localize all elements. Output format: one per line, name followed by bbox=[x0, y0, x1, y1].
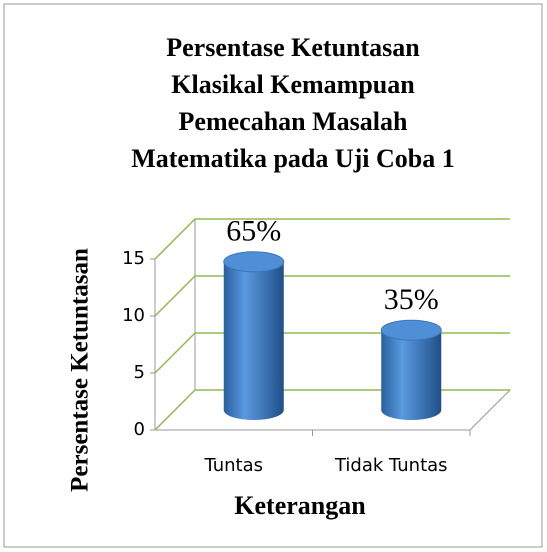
y-tick-label: 10 bbox=[122, 305, 145, 326]
bar bbox=[223, 261, 284, 420]
y-tick-label: 0 bbox=[134, 419, 145, 440]
data-label: 65% bbox=[226, 215, 281, 248]
chart-title: Matematika pada Uji Coba 1 bbox=[131, 144, 455, 173]
x-tick-label: Tidak Tuntas bbox=[334, 455, 448, 476]
grid-line bbox=[154, 275, 510, 317]
bar-top bbox=[223, 251, 285, 273]
grid-line bbox=[154, 218, 510, 260]
x-tick-label: Tuntas bbox=[203, 455, 263, 476]
data-label: 35% bbox=[384, 283, 439, 316]
y-tick-label: 15 bbox=[122, 248, 145, 269]
y-tick-label: 5 bbox=[134, 362, 145, 383]
x-axis-label: Keterangan bbox=[234, 491, 366, 520]
bar bbox=[381, 330, 442, 420]
y-axis-label: Persentase Ketuntasan bbox=[67, 248, 94, 492]
bar-top bbox=[380, 319, 442, 341]
chart-title: Klasikal Kemampuan bbox=[171, 70, 415, 99]
chart-title: Persentase Ketuntasan bbox=[166, 33, 420, 62]
chart-title: Pemecahan Masalah bbox=[179, 107, 408, 136]
